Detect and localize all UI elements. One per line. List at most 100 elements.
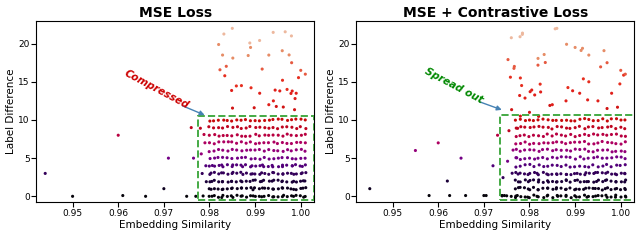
Point xyxy=(268,99,278,103)
Point xyxy=(291,188,301,192)
Point xyxy=(561,178,572,182)
Point xyxy=(209,119,219,123)
Point xyxy=(543,118,553,122)
Point xyxy=(264,194,274,198)
Point xyxy=(602,163,612,166)
Point xyxy=(237,149,247,153)
Point xyxy=(574,187,584,191)
Point xyxy=(543,173,554,177)
Point xyxy=(520,163,530,167)
Point xyxy=(620,194,630,198)
Point xyxy=(580,147,590,151)
Y-axis label: Label Difference: Label Difference xyxy=(326,69,335,154)
Point xyxy=(214,180,224,184)
Point xyxy=(219,118,229,122)
Point xyxy=(499,194,509,198)
Point xyxy=(597,171,607,175)
Point xyxy=(250,119,260,122)
Point xyxy=(282,180,292,184)
Point xyxy=(273,165,284,169)
Point xyxy=(593,99,603,103)
Point xyxy=(267,179,277,183)
Point xyxy=(300,149,310,153)
Point xyxy=(578,77,588,81)
Point xyxy=(141,194,151,198)
Point xyxy=(600,171,611,175)
Point xyxy=(268,187,278,191)
Point xyxy=(196,152,206,156)
Point xyxy=(289,108,300,112)
Point xyxy=(278,186,288,190)
Point xyxy=(278,194,289,197)
Point xyxy=(522,195,532,199)
Point xyxy=(547,134,557,138)
Point xyxy=(516,195,526,198)
Point xyxy=(616,68,626,72)
Point xyxy=(241,135,251,138)
Point xyxy=(244,41,255,45)
Point xyxy=(213,195,223,199)
Point xyxy=(218,134,228,137)
Point xyxy=(236,194,246,198)
Point xyxy=(597,126,607,130)
Point xyxy=(222,187,232,191)
Point xyxy=(612,187,622,190)
Point xyxy=(237,180,247,184)
Point xyxy=(543,193,553,197)
Point xyxy=(598,164,608,168)
Point xyxy=(275,89,285,93)
Point xyxy=(298,179,308,183)
Point xyxy=(566,119,576,123)
Point xyxy=(610,172,620,176)
Point xyxy=(525,172,535,175)
Point xyxy=(263,165,273,169)
Point xyxy=(227,134,237,138)
Point xyxy=(561,163,571,167)
Point xyxy=(583,125,593,129)
Point xyxy=(606,195,616,199)
Point xyxy=(209,142,220,146)
Point xyxy=(247,172,257,176)
Point xyxy=(548,141,558,145)
Point xyxy=(591,180,602,183)
Point xyxy=(232,171,242,175)
Point xyxy=(222,134,232,137)
Point xyxy=(204,125,214,129)
Point xyxy=(610,187,620,191)
Point xyxy=(593,187,604,190)
Point xyxy=(251,126,261,129)
X-axis label: Embedding Similarity: Embedding Similarity xyxy=(439,220,551,230)
Text: Spread out: Spread out xyxy=(424,66,485,105)
Point xyxy=(565,180,575,184)
Point xyxy=(204,141,214,145)
Point xyxy=(214,172,224,176)
Point xyxy=(232,187,243,190)
Point xyxy=(580,127,590,131)
Point xyxy=(551,180,561,184)
Point xyxy=(588,119,598,122)
Point xyxy=(524,118,534,122)
Point xyxy=(551,118,561,122)
Point xyxy=(223,140,234,144)
Point xyxy=(589,180,599,184)
Point xyxy=(616,171,627,175)
Point xyxy=(244,125,255,128)
Point xyxy=(227,180,237,183)
Point xyxy=(525,163,535,166)
Point xyxy=(603,170,613,174)
Point xyxy=(216,163,227,167)
Point xyxy=(563,86,573,89)
Point xyxy=(579,180,589,184)
Point xyxy=(533,156,543,160)
Point xyxy=(552,156,562,160)
Point xyxy=(520,119,531,122)
Point xyxy=(538,156,548,160)
Point xyxy=(547,172,557,176)
Point xyxy=(575,155,586,159)
Point xyxy=(506,75,516,79)
Point xyxy=(481,194,492,198)
Point xyxy=(515,117,525,121)
Point xyxy=(598,180,608,184)
Point xyxy=(290,97,300,101)
Point xyxy=(552,132,562,136)
